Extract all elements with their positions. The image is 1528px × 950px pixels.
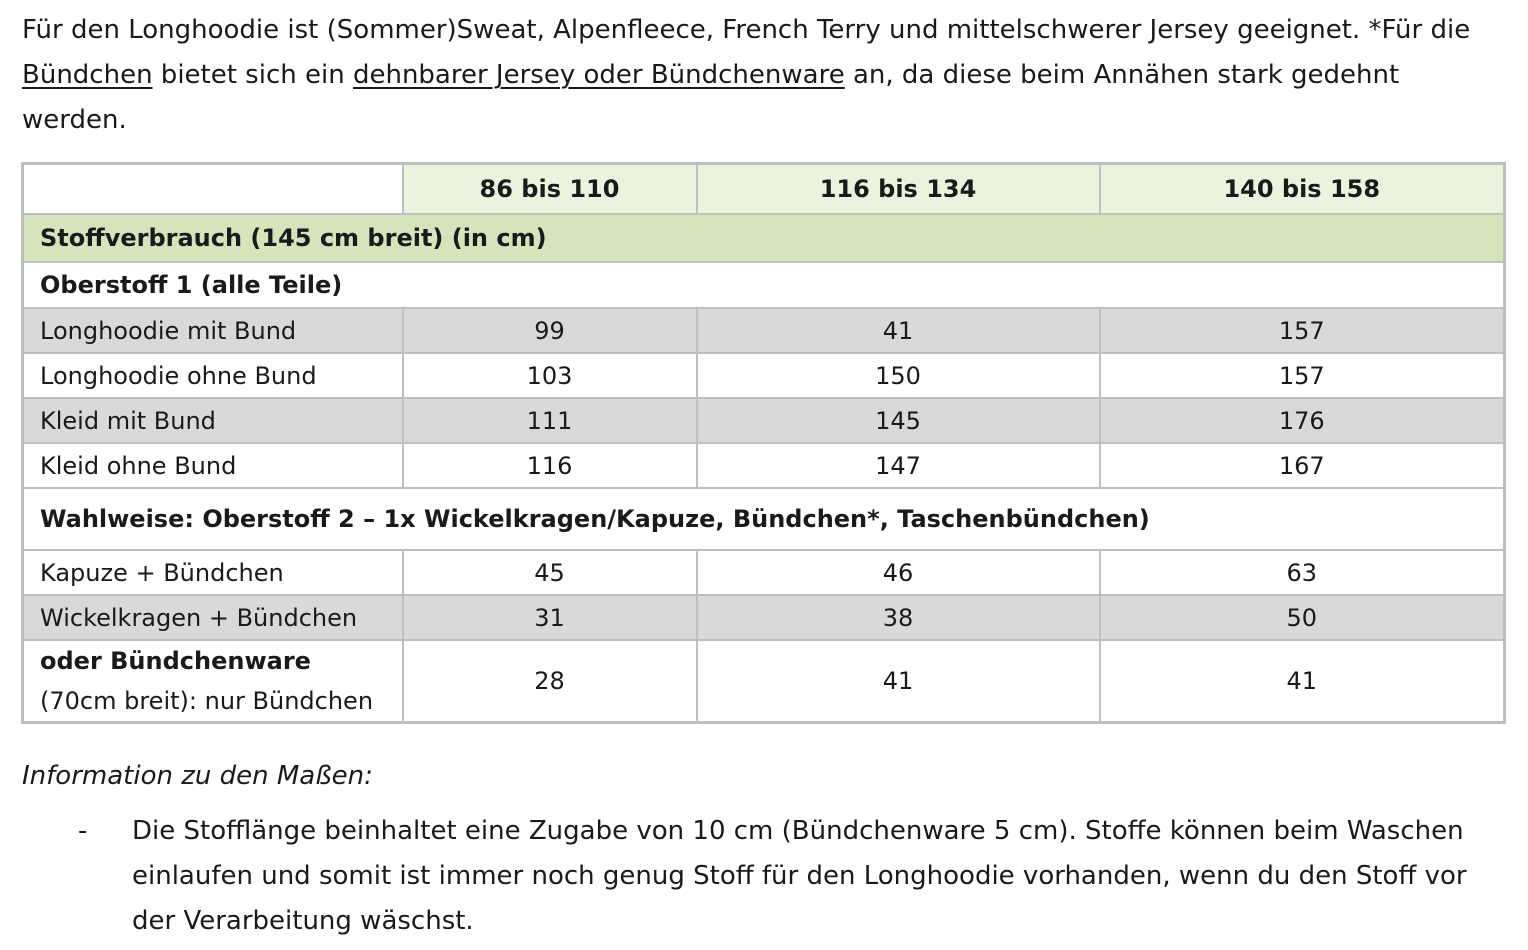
fabric-consumption-table: 86 bis 110 116 bis 134 140 bis 158 Stoff… xyxy=(21,162,1506,724)
row-label-sub: (70cm breit): nur Bündchen xyxy=(40,687,374,715)
row-value: 176 xyxy=(1098,397,1506,444)
table-row: Kleid mit Bund 111 145 176 xyxy=(21,397,1506,444)
row-label: Kleid ohne Bund xyxy=(21,442,404,489)
row-value: 150 xyxy=(695,352,1101,399)
group1-title: Oberstoff 1 (alle Teile) xyxy=(21,261,1506,309)
row-label: Wickelkragen + Bündchen xyxy=(21,594,404,641)
row-value: 46 xyxy=(695,549,1101,596)
intro-paragraph: Für den Longhoodie ist (Sommer)Sweat, Al… xyxy=(22,8,1502,143)
list-item: - Die Stofflänge beinhaltet eine Zugabe … xyxy=(22,809,1502,944)
table-row: Longhoodie ohne Bund 103 150 157 xyxy=(21,352,1506,399)
row-value: 31 xyxy=(401,594,698,641)
row-label: Longhoodie ohne Bund xyxy=(21,352,404,399)
row-value: 147 xyxy=(695,442,1101,489)
row-value: 41 xyxy=(695,307,1101,354)
row-value: 99 xyxy=(401,307,698,354)
row-label: Kapuze + Bündchen xyxy=(21,549,404,596)
row-value: 145 xyxy=(695,397,1101,444)
row-label-two-line: oder Bündchenware (70cm breit): nur Bünd… xyxy=(21,639,404,724)
intro-link-buendchen: Bündchen xyxy=(22,60,153,90)
row-value: 45 xyxy=(401,549,698,596)
header-size-2: 116 bis 134 xyxy=(695,162,1101,215)
header-size-3: 140 bis 158 xyxy=(1098,162,1506,215)
row-label: Kleid mit Bund xyxy=(21,397,404,444)
group-row: Oberstoff 1 (alle Teile) xyxy=(21,261,1506,309)
row-value: 111 xyxy=(401,397,698,444)
section-title: Stoffverbrauch (145 cm breit) (in cm) xyxy=(21,213,1506,263)
row-label: Longhoodie mit Bund xyxy=(21,307,404,354)
table-row: Wickelkragen + Bündchen 31 38 50 xyxy=(21,594,1506,641)
table-row: Kapuze + Bündchen 45 46 63 xyxy=(21,549,1506,596)
group-row: Wahlweise: Oberstoff 2 – 1x Wickelkragen… xyxy=(21,487,1506,551)
header-size-1: 86 bis 110 xyxy=(401,162,698,215)
row-value: 28 xyxy=(401,639,698,724)
row-value: 41 xyxy=(695,639,1101,724)
row-value: 63 xyxy=(1098,549,1506,596)
list-item-text: Die Stofflänge beinhaltet eine Zugabe vo… xyxy=(132,816,1467,936)
header-empty-cell xyxy=(21,162,404,215)
table-row: Longhoodie mit Bund 99 41 157 xyxy=(21,307,1506,354)
info-heading: Information zu den Maßen: xyxy=(22,761,373,791)
row-value: 38 xyxy=(695,594,1101,641)
row-value: 41 xyxy=(1098,639,1506,724)
list-dash: - xyxy=(78,816,88,846)
row-value: 167 xyxy=(1098,442,1506,489)
group2-title: Wahlweise: Oberstoff 2 – 1x Wickelkragen… xyxy=(21,487,1506,551)
intro-text-2: bietet sich ein xyxy=(152,60,353,90)
row-value: 50 xyxy=(1098,594,1506,641)
table-row: Kleid ohne Bund 116 147 167 xyxy=(21,442,1506,489)
row-value: 157 xyxy=(1098,352,1506,399)
row-value: 116 xyxy=(401,442,698,489)
intro-link-jersey: dehnbarer Jersey oder Bündchenware xyxy=(352,60,845,90)
section-row: Stoffverbrauch (145 cm breit) (in cm) xyxy=(21,213,1506,263)
info-list: - Die Stofflänge beinhaltet eine Zugabe … xyxy=(22,809,1502,944)
row-value: 103 xyxy=(401,352,698,399)
intro-text-1: Für den Longhoodie ist (Sommer)Sweat, Al… xyxy=(22,15,1471,45)
row-value: 157 xyxy=(1098,307,1506,354)
row-label-bold: oder Bündchenware xyxy=(40,647,311,675)
intro-text-3: an, da diese beim Annähen stark gedehnt … xyxy=(22,60,1400,135)
table-header-row: 86 bis 110 116 bis 134 140 bis 158 xyxy=(21,162,1506,215)
table-row: oder Bündchenware (70cm breit): nur Bünd… xyxy=(21,639,1506,724)
